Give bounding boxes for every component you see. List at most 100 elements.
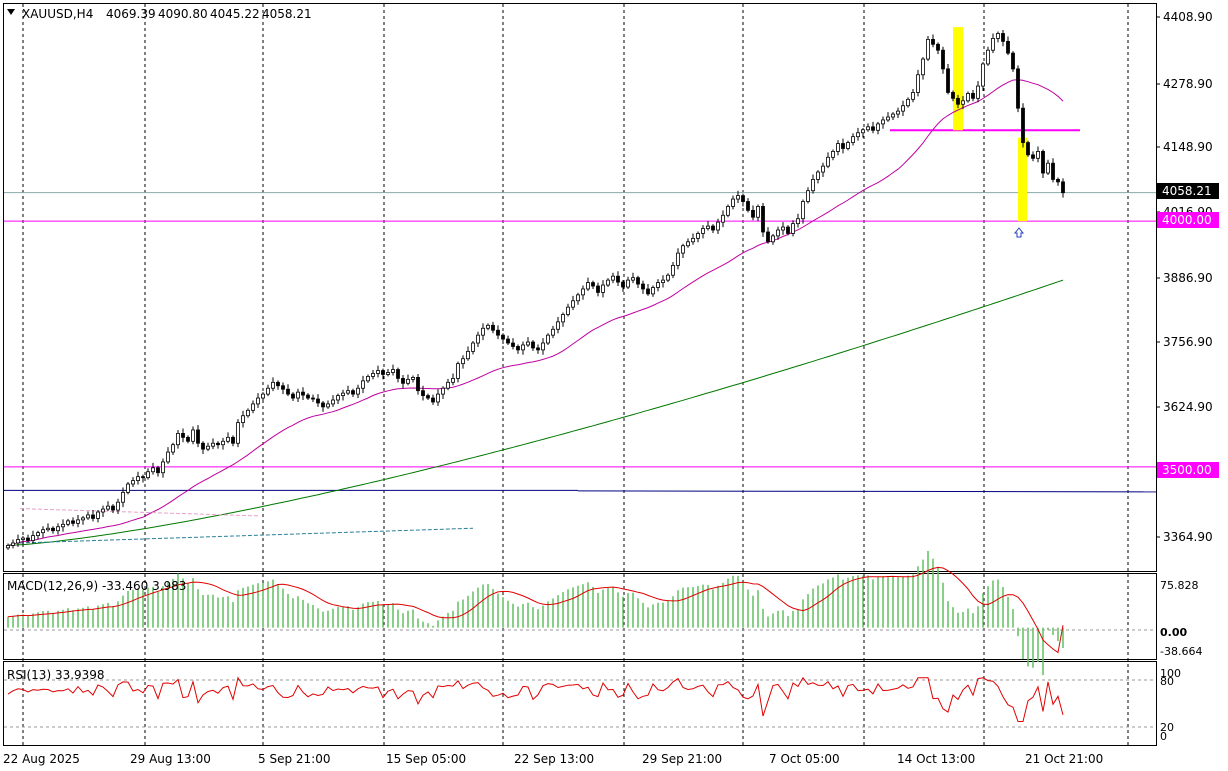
bull-candle <box>676 252 680 266</box>
bull-candle <box>801 201 805 220</box>
bear-candle <box>1011 52 1015 70</box>
bull-candle <box>206 445 210 450</box>
bear-candle <box>641 283 645 290</box>
bear-candle <box>841 143 845 149</box>
bear-candle <box>111 505 115 511</box>
bear-candle <box>1051 162 1055 180</box>
bull-candle <box>1036 151 1040 159</box>
bull-candle <box>991 38 995 51</box>
bull-candle <box>791 223 795 234</box>
bear-candle <box>531 341 535 349</box>
bull-candle <box>911 92 915 100</box>
bull-candle <box>671 264 675 276</box>
bear-candle <box>616 275 620 283</box>
macd-histogram <box>7 550 1064 676</box>
bull-candle <box>726 206 730 216</box>
bull-candle <box>581 288 585 296</box>
ohlc-open: 4069.39 <box>106 7 156 21</box>
bull-candle <box>241 415 245 424</box>
bear-candle <box>401 377 405 384</box>
bear-candle <box>231 436 235 444</box>
time-tick-label: 29 Aug 13:00 <box>130 752 211 766</box>
bear-candle <box>426 395 430 399</box>
bull-candle <box>151 467 155 473</box>
bull-candle <box>481 327 485 336</box>
bear-candle <box>711 225 715 231</box>
bull-candle <box>566 306 570 315</box>
time-tick-label: 29 Sep 21:00 <box>642 752 722 766</box>
bull-candle <box>921 58 925 76</box>
bull-candle <box>161 461 165 474</box>
bull-candle <box>811 179 815 192</box>
bull-candle <box>16 539 20 544</box>
price-tick-label: 4148.90 <box>1163 140 1213 154</box>
dashed-ma-line-2 <box>19 508 261 517</box>
symbol-name: XAUUSD,H4 <box>22 7 93 21</box>
bull-candle <box>851 136 855 143</box>
bull-candle <box>346 390 350 394</box>
bear-candle <box>1031 154 1035 159</box>
bull-candle <box>266 387 270 395</box>
bull-candle <box>836 143 840 152</box>
bear-candle <box>1021 107 1025 143</box>
bull-candle <box>446 381 450 389</box>
bear-candle <box>311 397 315 400</box>
bull-candle <box>41 529 45 534</box>
bear-candle <box>216 442 220 446</box>
rsi-line-path <box>7 676 1064 722</box>
bull-candle <box>681 245 685 254</box>
bull-candle <box>926 38 930 60</box>
bull-candle <box>336 395 340 401</box>
rsi-panel-frame <box>3 661 1157 746</box>
bear-candle <box>26 537 30 541</box>
bull-candle <box>866 126 870 131</box>
bear-candle <box>1061 181 1065 194</box>
bear-candle <box>51 527 55 532</box>
bull-candle <box>856 132 860 138</box>
current-price-tag-bg <box>1157 183 1219 199</box>
vertical-gridlines <box>4 4 1156 745</box>
bear-candle <box>381 370 385 375</box>
macd-panel-frame <box>3 573 1157 660</box>
bear-candle <box>506 338 510 344</box>
bear-candle <box>946 68 950 93</box>
bear-candle <box>871 126 875 131</box>
bull-candle <box>226 436 230 442</box>
bear-candle <box>501 334 505 340</box>
time-tick-label: 7 Oct 05:00 <box>769 752 840 766</box>
time-tick-label: 22 Aug 2025 <box>3 752 80 766</box>
bull-candle <box>796 218 800 225</box>
symbol-dropdown-icon[interactable] <box>7 9 15 15</box>
bull-candle <box>461 358 465 365</box>
bull-candle <box>361 380 365 389</box>
bull-candle <box>136 476 140 481</box>
bull-candle <box>656 282 660 288</box>
bull-candle <box>896 110 900 115</box>
bull-candle <box>771 235 775 243</box>
bull-candle <box>576 294 580 302</box>
bull-candle <box>96 511 100 519</box>
bull-candle <box>716 221 720 231</box>
bull-candle <box>31 535 35 541</box>
bull-candle <box>701 228 705 234</box>
bear-candle <box>936 43 940 51</box>
bear-candle <box>621 281 625 288</box>
bull-candle <box>271 381 275 389</box>
bull-candle <box>876 123 880 131</box>
price-tick-label: 3364.90 <box>1163 530 1213 544</box>
macd-signal-line <box>7 566 1064 654</box>
up-arrow-icon <box>1013 227 1025 238</box>
bull-candle <box>901 105 905 112</box>
bull-candle <box>781 226 785 231</box>
bear-candle <box>751 209 755 218</box>
bear-candle <box>596 285 600 293</box>
bull-candle <box>986 49 990 65</box>
bull-candle <box>406 378 410 384</box>
bull-candle <box>456 363 460 379</box>
bear-candle <box>591 282 595 287</box>
bear-candle <box>186 436 190 442</box>
bull-candle <box>166 451 170 463</box>
bear-candle <box>931 38 935 45</box>
rsi-line <box>7 676 1064 722</box>
